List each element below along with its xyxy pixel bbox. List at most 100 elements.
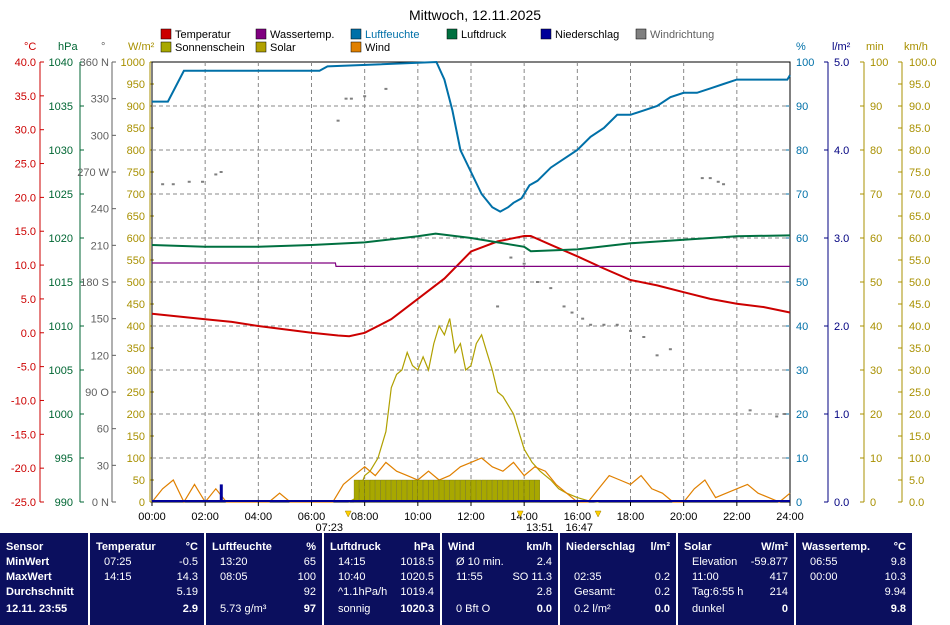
column-unit: W/m² bbox=[761, 541, 788, 553]
column-title: Niederschlag bbox=[566, 541, 636, 553]
sonnenschein-bar bbox=[497, 479, 503, 503]
winddir-point bbox=[349, 97, 353, 100]
solar-tick-label: 300 bbox=[127, 365, 145, 377]
sunset-marker bbox=[594, 510, 602, 518]
hum-column: Luftfeuchte% 13:20 65 08:05 100 92 5.73 g/m³ 97 bbox=[206, 533, 322, 625]
rain-row bbox=[566, 555, 670, 569]
winddir-point bbox=[629, 329, 632, 332]
column-title: Luftdruck bbox=[330, 541, 381, 553]
row-label-min: MinWert bbox=[6, 556, 50, 568]
cell-value: 2.9 bbox=[182, 603, 198, 615]
cell-value: 0.2 bbox=[654, 586, 670, 598]
temp-column: Temperatur °C 07:25 -0.5 14:15 14.3 5.19 2.9 bbox=[90, 533, 204, 625]
winddir-point bbox=[219, 171, 223, 173]
winddir-point bbox=[161, 183, 165, 186]
cell-time: 14:15 bbox=[338, 556, 366, 568]
wind-tick-label: 85.0 bbox=[909, 123, 930, 135]
cell-value: 2.4 bbox=[536, 556, 552, 568]
cell-time: 0.2 l/m² bbox=[574, 603, 611, 615]
press-tick-label: 1035 bbox=[49, 101, 73, 113]
cell-time: 11:55 bbox=[456, 571, 483, 583]
wind-tick-label: 80.0 bbox=[909, 145, 930, 157]
hum-tick-label: 90 bbox=[796, 101, 808, 113]
winddir-point bbox=[655, 354, 659, 357]
legend-swatch bbox=[350, 28, 362, 40]
x-tick-label: 22:00 bbox=[723, 511, 751, 523]
winddir-point bbox=[522, 262, 526, 265]
press-tick-label: 1005 bbox=[49, 365, 73, 377]
hum-tick-label: 50 bbox=[796, 277, 808, 289]
legend-swatch bbox=[160, 28, 172, 40]
solar-tick-label: 950 bbox=[127, 79, 145, 91]
temp-tick-label: -5.0 bbox=[17, 362, 36, 374]
dir-tick-label: 0 N bbox=[92, 497, 109, 509]
winddir-point bbox=[363, 95, 367, 98]
legend-swatch bbox=[446, 28, 458, 40]
solar-tick-label: 350 bbox=[127, 343, 145, 355]
noon-label: 13:51 bbox=[526, 522, 554, 533]
x-tick-label: 12:00 bbox=[457, 511, 485, 523]
niederschlag-bar bbox=[219, 484, 223, 502]
chart-title: Mittwoch, 12.11.2025 bbox=[409, 7, 541, 23]
sensor-column: Sensor MinWert MaxWert Durchschnitt 12.1… bbox=[0, 533, 88, 625]
cell-value: 1020.5 bbox=[400, 571, 434, 583]
press-row: 14:15 1018.5 bbox=[330, 555, 434, 569]
cell-value: 10.3 bbox=[884, 571, 906, 583]
min-tick-label: 30 bbox=[870, 365, 882, 377]
sonnenschein-bar bbox=[465, 479, 471, 503]
cell-value: -59.877 bbox=[750, 556, 788, 568]
solar-tick-label: 0 bbox=[139, 497, 145, 509]
legend-swatch bbox=[255, 28, 267, 40]
temp-tick-label: -15.0 bbox=[11, 429, 36, 441]
legend-label: Luftfeuchte bbox=[365, 29, 419, 41]
hum-row: 08:05 100 bbox=[212, 570, 316, 584]
column-unit: l/m² bbox=[650, 541, 670, 553]
column-unit: % bbox=[306, 541, 316, 553]
winddir-point bbox=[783, 413, 787, 415]
solar-tick-label: 500 bbox=[127, 277, 145, 289]
winddir-point bbox=[344, 97, 348, 100]
press-column: Luftdruck hPa 14:15 1018.5 10:40 1020.5 ^1.1hP… bbox=[324, 533, 440, 625]
hum-tick-label: 40 bbox=[796, 321, 808, 333]
water-row: 9.8 bbox=[802, 602, 906, 616]
solar-tick-label: 900 bbox=[127, 101, 145, 113]
solar-row: Tag:6:55 h 214 bbox=[684, 585, 788, 599]
press-tick-label: 1010 bbox=[49, 321, 73, 333]
cell-time: 06:55 bbox=[810, 556, 838, 568]
wind-tick-label: 15.0 bbox=[909, 431, 930, 443]
min-tick-label: 100 bbox=[870, 57, 888, 69]
hum-tick-label: 100 bbox=[796, 57, 814, 69]
solar-column: Solar W/m² Elevation -59.877 11:00 417 Tag:6:5… bbox=[678, 533, 794, 625]
wassertemp-line bbox=[152, 262, 790, 267]
cell-value: 1019.4 bbox=[400, 586, 434, 598]
wind-row: 0 Bft O 0.0 bbox=[448, 602, 552, 616]
cell-value: 0.0 bbox=[536, 603, 552, 615]
dir-tick-label: 60 bbox=[97, 424, 109, 436]
solar-tick-label: 750 bbox=[127, 167, 145, 179]
winddir-point bbox=[171, 183, 175, 186]
x-tick-label: 02:00 bbox=[191, 511, 219, 523]
sonnenschein-bar bbox=[353, 479, 360, 503]
sonnenschein-bar bbox=[518, 479, 524, 503]
sonnenschein-bar bbox=[375, 479, 381, 503]
hum-header: Luftfeuchte% bbox=[212, 540, 316, 554]
dir-tick-label: 210 bbox=[91, 240, 109, 252]
legend-label: Temperatur bbox=[175, 29, 231, 41]
sensor-header: Sensor bbox=[6, 541, 44, 553]
press-tick-label: 1030 bbox=[49, 145, 73, 157]
cell-value: 9.8 bbox=[890, 603, 906, 615]
x-tick-label: 20:00 bbox=[670, 511, 698, 523]
hum-tick-label: 20 bbox=[796, 409, 808, 421]
min-axis-unit: min bbox=[866, 41, 884, 53]
min-tick-label: 20 bbox=[870, 409, 882, 421]
cell-time: 14:15 bbox=[104, 571, 132, 583]
water-row: 9.94 bbox=[802, 585, 906, 599]
sonnenschein-bar bbox=[508, 479, 514, 503]
sonnenschein-bar bbox=[502, 479, 509, 503]
solar-tick-label: 600 bbox=[127, 233, 145, 245]
winddir-point bbox=[187, 180, 191, 183]
min-tick-label: 40 bbox=[870, 321, 882, 333]
legend-swatch bbox=[350, 41, 362, 53]
temp-tick-label: 35.0 bbox=[15, 91, 36, 103]
winddir-point bbox=[642, 336, 646, 338]
